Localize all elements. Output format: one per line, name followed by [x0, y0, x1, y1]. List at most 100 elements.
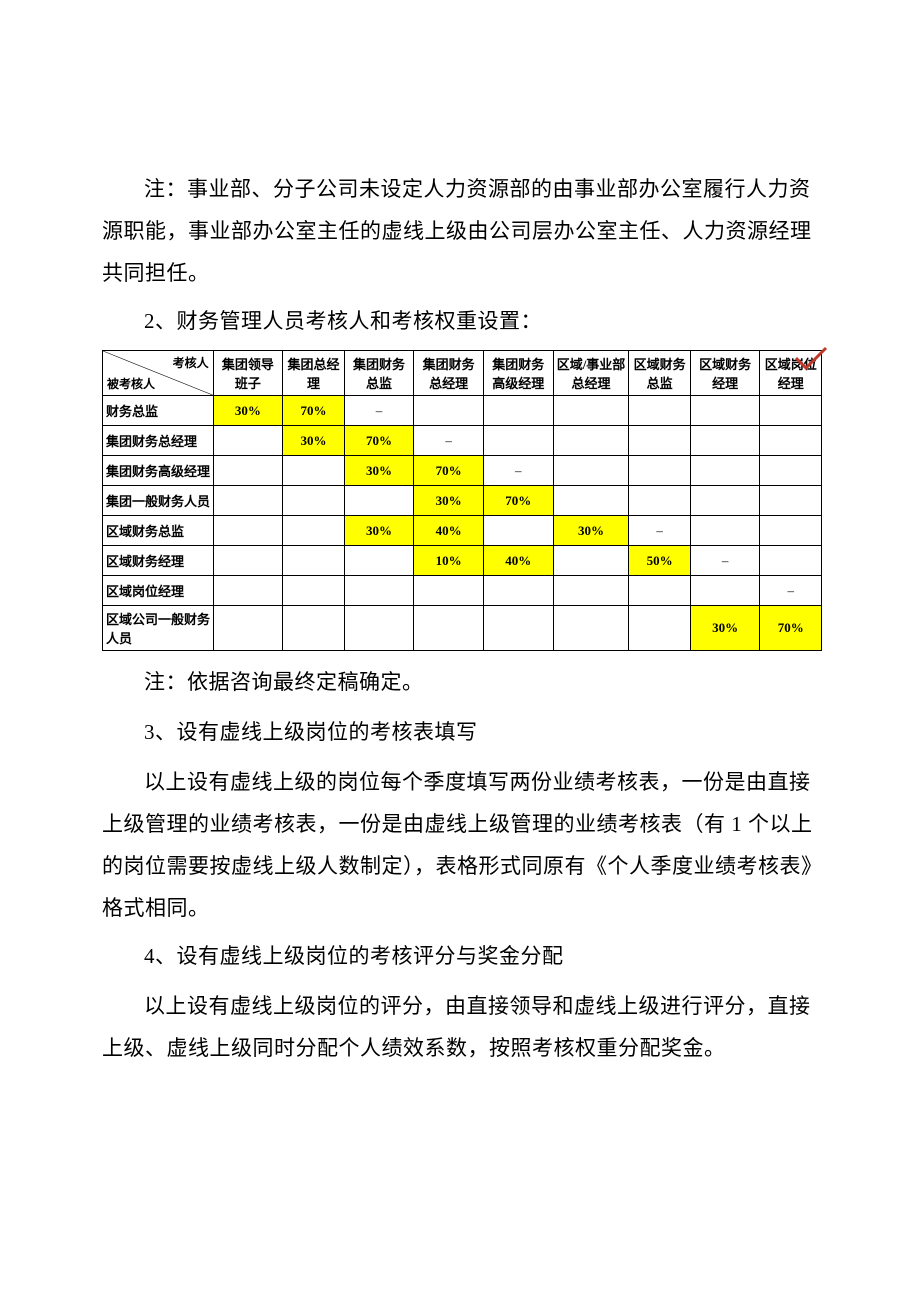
table-cell [553, 576, 629, 606]
table-cell [283, 546, 344, 576]
weight-table-wrap: 考核人 被考核人 集团领导班子集团总经理集团财务总监集团财务总经理集团财务高级经… [102, 350, 822, 651]
table-cell [344, 486, 414, 516]
weight-table: 考核人 被考核人 集团领导班子集团总经理集团财务总监集团财务总经理集团财务高级经… [102, 350, 822, 651]
table-cell [213, 456, 283, 486]
table-cell [629, 486, 690, 516]
table-cell [283, 576, 344, 606]
section-3-title: 3、设有虚线上级岗位的考核表填写 [102, 711, 818, 753]
table-cell: 70% [760, 606, 822, 651]
table-cell [629, 396, 690, 426]
table-row-header: 集团财务高级经理 [103, 456, 214, 486]
table-header-diagonal: 考核人 被考核人 [103, 351, 214, 396]
table-cell [690, 456, 760, 486]
table-cell: – [483, 456, 553, 486]
note-2: 注：依据咨询最终定稿确定。 [102, 661, 818, 703]
table-cell [213, 426, 283, 456]
table-cell [690, 396, 760, 426]
diag-bottom-label: 被考核人 [107, 375, 155, 392]
table-cell: 30% [414, 486, 484, 516]
table-col-header: 区域财务经理 [690, 351, 760, 396]
table-row-header: 区域财务经理 [103, 546, 214, 576]
table-cell [553, 456, 629, 486]
table-cell [553, 426, 629, 456]
table-cell [213, 546, 283, 576]
table-col-header: 集团领导班子 [213, 351, 283, 396]
table-row: 集团财务总经理30%70%– [103, 426, 822, 456]
table-cell: 70% [414, 456, 484, 486]
table-cell [690, 576, 760, 606]
table-row: 区域岗位经理 – [103, 576, 822, 606]
table-cell: 40% [483, 546, 553, 576]
table-cell [553, 486, 629, 516]
table-cell: 30% [213, 396, 283, 426]
section-4-title: 4、设有虚线上级岗位的考核评分与奖金分配 [102, 935, 818, 977]
table-cell [283, 606, 344, 651]
table-cell: – [344, 396, 414, 426]
table-row: 区域财务经理 10%40% 50%– [103, 546, 822, 576]
table-cell [690, 426, 760, 456]
table-row-header: 财务总监 [103, 396, 214, 426]
note-1: 注：事业部、分子公司未设定人力资源部的由事业部办公室履行人力资源职能，事业部办公… [102, 168, 818, 294]
table-cell [213, 486, 283, 516]
table-cell [760, 456, 822, 486]
table-cell [483, 426, 553, 456]
table-cell [629, 426, 690, 456]
table-col-header: 区域财务总监 [629, 351, 690, 396]
table-cell [629, 576, 690, 606]
table-cell [283, 486, 344, 516]
table-cell [483, 396, 553, 426]
table-row: 区域财务总监30%40%30%– [103, 516, 822, 546]
table-cell [213, 606, 283, 651]
table-cell [213, 516, 283, 546]
section-4-body: 以上设有虚线上级岗位的评分，由直接领导和虚线上级进行评分，直接上级、虚线上级同时… [102, 985, 818, 1069]
table-cell [760, 546, 822, 576]
table-cell: 30% [690, 606, 760, 651]
table-cell [213, 576, 283, 606]
table-cell [629, 456, 690, 486]
section-3-body: 以上设有虚线上级的岗位每个季度填写两份业绩考核表，一份是由直接上级管理的业绩考核… [102, 761, 818, 929]
table-cell: 70% [344, 426, 414, 456]
table-row-header: 区域岗位经理 [103, 576, 214, 606]
table-row-header: 区域财务总监 [103, 516, 214, 546]
table-cell: 30% [553, 516, 629, 546]
section-2-title: 2、财务管理人员考核人和考核权重设置： [102, 300, 818, 342]
table-cell: 10% [414, 546, 484, 576]
table-row-header: 集团一般财务人员 [103, 486, 214, 516]
table-cell: – [629, 516, 690, 546]
table-cell [344, 606, 414, 651]
table-cell [414, 576, 484, 606]
table-row: 财务总监30%70%– [103, 396, 822, 426]
table-cell [760, 516, 822, 546]
table-cell: – [414, 426, 484, 456]
table-cell: 70% [283, 396, 344, 426]
table-cell [483, 606, 553, 651]
table-cell [553, 396, 629, 426]
table-col-header: 集团财务总经理 [414, 351, 484, 396]
table-cell: 50% [629, 546, 690, 576]
table-cell [414, 396, 484, 426]
table-col-header: 集团财务总监 [344, 351, 414, 396]
table-row-header: 集团财务总经理 [103, 426, 214, 456]
table-cell: 30% [344, 516, 414, 546]
table-row: 集团一般财务人员 30%70% [103, 486, 822, 516]
table-cell [483, 516, 553, 546]
table-cell [760, 396, 822, 426]
table-cell: – [690, 546, 760, 576]
table-col-header: 集团财务高级经理 [483, 351, 553, 396]
table-row: 集团财务高级经理 30%70%– [103, 456, 822, 486]
table-cell [690, 516, 760, 546]
table-cell [483, 576, 553, 606]
table-row-header: 区域公司一般财务人员 [103, 606, 214, 651]
table-cell [283, 456, 344, 486]
table-cell [414, 606, 484, 651]
page: 注：事业部、分子公司未设定人力资源部的由事业部办公室履行人力资源职能，事业部办公… [0, 0, 920, 1135]
table-row: 区域公司一般财务人员 30%70% [103, 606, 822, 651]
table-cell [690, 486, 760, 516]
table-cell: 70% [483, 486, 553, 516]
table-cell: 30% [344, 456, 414, 486]
table-cell: – [760, 576, 822, 606]
table-col-header: 区域岗位经理 [760, 351, 822, 396]
diag-top-label: 考核人 [173, 354, 209, 371]
table-cell [553, 606, 629, 651]
table-cell: 40% [414, 516, 484, 546]
